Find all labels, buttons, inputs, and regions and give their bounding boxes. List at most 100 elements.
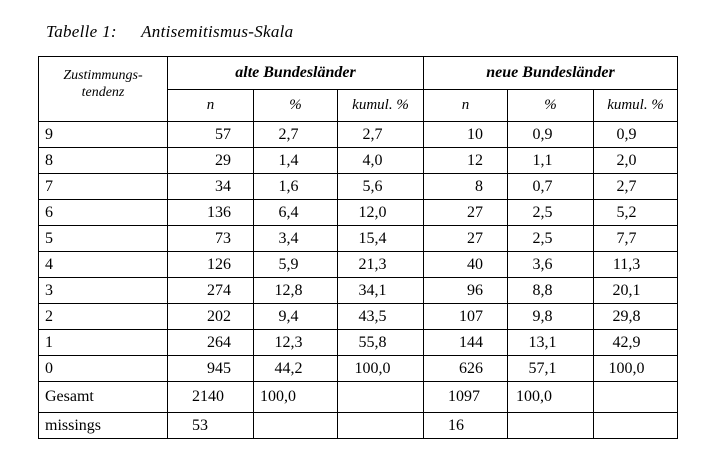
- total-n-east: 1097: [423, 381, 509, 413]
- header-kum-west: kumul. %: [336, 89, 425, 122]
- caption-title: Antisemitismus-Skala: [141, 22, 294, 41]
- cell-kum-east: 5,2: [593, 199, 679, 226]
- cell-n-east: 96: [423, 277, 509, 304]
- cell-pct-west: 5,9: [253, 251, 338, 278]
- row-label: 2: [38, 303, 168, 330]
- table-row: 7 34 1,6 5,6 8 0,7 2,7: [38, 173, 679, 200]
- row-label: 9: [38, 121, 168, 148]
- cell-pct-east: 0,7: [507, 173, 595, 200]
- cell-kum-west: 100,0: [336, 355, 425, 382]
- cell-kum-east: 2,7: [593, 173, 679, 200]
- cell-n-west: 945: [167, 355, 254, 382]
- cell-pct-east: 3,6: [507, 251, 595, 278]
- cell-pct-west: 44,2: [253, 355, 338, 382]
- cell-pct-east: 2,5: [507, 225, 595, 252]
- cell-n-east: 27: [423, 199, 509, 226]
- cell-kum-east: 2,0: [593, 147, 679, 174]
- missings-label: missings: [38, 412, 168, 439]
- table-caption: Tabelle 1: Antisemitismus-Skala: [46, 22, 293, 42]
- missings-row: missings 53 16: [38, 412, 679, 439]
- cell-kum-west: 5,6: [336, 173, 425, 200]
- antisemitism-scale-table: Zustimmungs-tendenz alte Bundesländer ne…: [38, 56, 679, 439]
- total-row: Gesamt 2140 100,0 1097 100,0: [38, 381, 679, 413]
- cell-kum-west: 12,0: [336, 199, 425, 226]
- total-pct-west: 100,0: [253, 381, 338, 413]
- cell-kum-east: 7,7: [593, 225, 679, 252]
- row-label: 3: [38, 277, 168, 304]
- caption-number: Tabelle 1:: [46, 22, 117, 41]
- empty-cell: [336, 412, 425, 439]
- cell-n-west: 34: [167, 173, 254, 200]
- table-row: 1 264 12,3 55,8 144 13,1 42,9: [38, 329, 679, 356]
- empty-cell: [507, 412, 595, 439]
- cell-kum-east: 20,1: [593, 277, 679, 304]
- cell-pct-west: 3,4: [253, 225, 338, 252]
- row-label: 8: [38, 147, 168, 174]
- table-row: 3 274 12,8 34,1 96 8,8 20,1: [38, 277, 679, 304]
- empty-cell: [253, 412, 338, 439]
- row-label: 4: [38, 251, 168, 278]
- empty-cell: [593, 412, 679, 439]
- cell-n-east: 40: [423, 251, 509, 278]
- header-group-east: neue Bundesländer: [423, 56, 679, 90]
- cell-pct-west: 6,4: [253, 199, 338, 226]
- cell-n-west: 57: [167, 121, 254, 148]
- cell-pct-east: 13,1: [507, 329, 595, 356]
- cell-pct-west: 2,7: [253, 121, 338, 148]
- header-pct-east: %: [507, 89, 595, 122]
- header-n-west: n: [167, 89, 254, 122]
- cell-kum-east: 29,8: [593, 303, 679, 330]
- cell-n-west: 274: [167, 277, 254, 304]
- empty-cell: [336, 381, 425, 413]
- header-kum-east: kumul. %: [593, 89, 679, 122]
- cell-pct-west: 9,4: [253, 303, 338, 330]
- tendency-label: Zustimmungs-tendenz: [63, 68, 143, 100]
- cell-pct-west: 1,4: [253, 147, 338, 174]
- row-label: 0: [38, 355, 168, 382]
- cell-n-east: 12: [423, 147, 509, 174]
- cell-n-east: 107: [423, 303, 509, 330]
- header-group-west: alte Bundesländer: [166, 56, 425, 90]
- cell-kum-east: 100,0: [593, 355, 679, 382]
- table-row: 5 73 3,4 15,4 27 2,5 7,7: [38, 225, 679, 252]
- cell-pct-west: 12,3: [253, 329, 338, 356]
- table-row: 2 202 9,4 43,5 107 9,8 29,8: [38, 303, 679, 330]
- cell-n-east: 626: [423, 355, 509, 382]
- cell-n-west: 29: [167, 147, 254, 174]
- cell-n-west: 202: [167, 303, 254, 330]
- cell-kum-west: 21,3: [336, 251, 425, 278]
- cell-kum-west: 2,7: [336, 121, 425, 148]
- cell-kum-west: 4,0: [336, 147, 425, 174]
- cell-kum-east: 42,9: [593, 329, 679, 356]
- cell-n-east: 8: [423, 173, 509, 200]
- row-label: 7: [38, 173, 168, 200]
- cell-pct-east: 2,5: [507, 199, 595, 226]
- row-label: 1: [38, 329, 168, 356]
- table-row: 4 126 5,9 21,3 40 3,6 11,3: [38, 251, 679, 278]
- row-label: 6: [38, 199, 168, 226]
- cell-kum-east: 11,3: [593, 251, 679, 278]
- missings-n-west: 53: [167, 412, 254, 439]
- cell-n-west: 264: [167, 329, 254, 356]
- cell-pct-west: 12,8: [253, 277, 338, 304]
- header-n-east: n: [423, 89, 509, 122]
- cell-kum-west: 15,4: [336, 225, 425, 252]
- table-row: 8 29 1,4 4,0 12 1,1 2,0: [38, 147, 679, 174]
- cell-pct-east: 1,1: [507, 147, 595, 174]
- row-label: 5: [38, 225, 168, 252]
- cell-n-west: 126: [167, 251, 254, 278]
- cell-pct-east: 9,8: [507, 303, 595, 330]
- cell-kum-west: 43,5: [336, 303, 425, 330]
- cell-n-west: 136: [167, 199, 254, 226]
- cell-n-east: 144: [423, 329, 509, 356]
- cell-n-west: 73: [167, 225, 254, 252]
- total-n-west: 2140: [167, 381, 254, 413]
- missings-n-east: 16: [423, 412, 509, 439]
- table-row: 9 57 2,7 2,7 10 0,9 0,9: [38, 121, 679, 148]
- cell-pct-east: 0,9: [507, 121, 595, 148]
- cell-n-east: 10: [423, 121, 509, 148]
- total-label: Gesamt: [38, 381, 168, 413]
- table-row: 6 136 6,4 12,0 27 2,5 5,2: [38, 199, 679, 226]
- cell-pct-west: 1,6: [253, 173, 338, 200]
- cell-kum-east: 0,9: [593, 121, 679, 148]
